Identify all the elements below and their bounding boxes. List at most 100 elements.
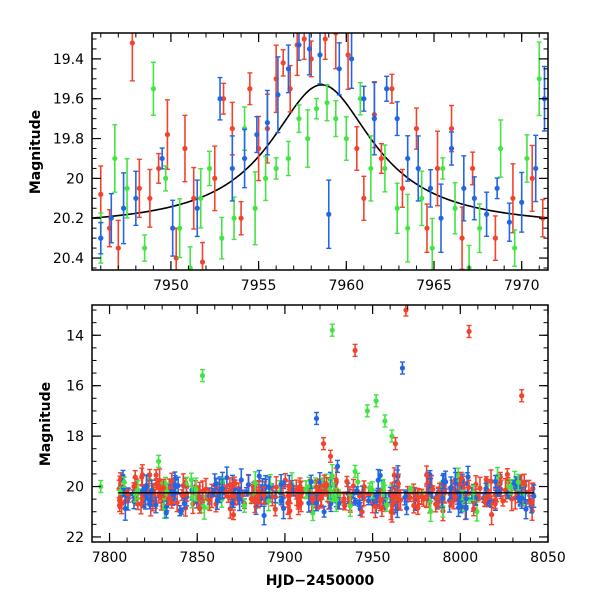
green-data-point	[112, 155, 118, 162]
red-data-point	[313, 484, 320, 490]
blue-data-point	[241, 155, 248, 162]
red-data-point	[424, 225, 430, 231]
green-data-point	[477, 225, 483, 231]
blue-data-point	[254, 131, 260, 138]
blue-data-point	[219, 486, 225, 492]
blue-data-point	[463, 496, 469, 502]
red-data-point	[156, 165, 162, 172]
blue-data-point	[461, 185, 467, 191]
green-data-point	[231, 215, 237, 221]
blue-outlier-point	[334, 463, 341, 469]
green-data-point	[382, 165, 388, 172]
blue-data-point	[519, 495, 525, 501]
x-tick-label: 7960	[328, 278, 364, 294]
green-data-point	[394, 205, 400, 211]
red-data-point	[502, 487, 509, 493]
blue-data-point	[415, 165, 421, 172]
y-tick-label: 19.4	[53, 52, 84, 68]
red-data-point	[156, 483, 163, 490]
red-data-point	[180, 483, 186, 489]
green-data-point	[524, 155, 530, 162]
bottom-axes: 7800 7850 7900 7950 8000 8050 14 16 18 20 22	[66, 305, 566, 566]
green-data-point	[536, 76, 542, 82]
red-data-point	[510, 195, 516, 201]
green-data-point	[241, 503, 248, 509]
red-data-point	[252, 498, 258, 504]
green-outlier-point	[329, 327, 335, 333]
green-outlier-point	[382, 418, 388, 424]
green-data-point	[508, 484, 514, 490]
blue-data-point	[149, 487, 155, 494]
blue-data-point	[237, 496, 243, 502]
green-data-point	[515, 479, 521, 485]
red-data-point	[481, 498, 488, 505]
red-data-point	[509, 496, 515, 502]
green-data-point	[343, 135, 349, 142]
green-outlier-point	[352, 468, 358, 475]
green-data-point	[188, 477, 194, 483]
green-data-point	[329, 473, 335, 479]
blue-data-point	[402, 494, 408, 501]
blue-data-point	[394, 116, 400, 122]
top-light-curve-panel: 7950 7955 7960 7965 7970 19.4 19.6 19.8 20 20.2 20…	[28, 32, 549, 294]
green-data-point	[384, 502, 390, 508]
blue-data-point	[375, 477, 381, 483]
blue-data-point	[523, 506, 529, 512]
red-data-point	[372, 503, 378, 510]
red-data-point	[238, 215, 244, 221]
blue-data-point	[452, 480, 459, 487]
x-tick-label: 7970	[504, 278, 540, 294]
green-data-point	[189, 494, 195, 500]
x-tick-label: 7900	[267, 550, 303, 566]
x-tick-label: 8050	[530, 550, 566, 566]
blue-data-point	[306, 46, 313, 52]
red-data-point	[117, 498, 123, 504]
red-data-point	[379, 505, 385, 511]
blue-data-point	[246, 482, 252, 488]
blue-data-point	[321, 509, 327, 515]
red-data-point	[230, 512, 237, 518]
green-outlier-point	[373, 398, 379, 404]
blue-data-point	[178, 508, 184, 514]
red-data-point	[272, 506, 278, 512]
red-data-point	[333, 477, 339, 483]
x-tick-label: 7950	[153, 278, 189, 294]
green-data-point	[135, 487, 141, 493]
blue-data-point	[354, 488, 360, 494]
y-tick-label: 20.4	[53, 251, 84, 267]
x-tick-label: 7955	[241, 278, 277, 294]
green-data-point	[177, 225, 183, 231]
blue-data-point	[236, 491, 242, 497]
red-data-point	[160, 485, 167, 491]
blue-data-point	[404, 505, 410, 511]
red-data-point	[191, 195, 197, 201]
y-tick-label: 18	[66, 429, 84, 445]
green-data-point	[419, 195, 425, 201]
red-data-point	[378, 155, 384, 162]
red-outlier-point	[519, 393, 525, 399]
red-data-point	[190, 501, 196, 507]
red-data-point	[261, 492, 267, 498]
blue-outlier-point	[399, 365, 406, 371]
blue-data-point	[458, 504, 464, 510]
red-data-point	[354, 145, 360, 152]
blue-data-point	[285, 66, 292, 72]
green-data-point	[347, 503, 353, 509]
blue-data-point	[326, 211, 332, 217]
blue-data-point	[306, 500, 312, 506]
blue-data-point	[384, 86, 390, 92]
red-data-point	[521, 480, 527, 487]
red-data-point	[129, 40, 135, 46]
green-outlier-point	[199, 372, 206, 379]
blue-data-point	[313, 500, 319, 506]
red-data-point	[458, 476, 464, 482]
red-data-point	[344, 478, 350, 485]
green-data-point	[452, 205, 458, 211]
red-data-point	[287, 492, 293, 498]
green-data-point	[498, 145, 504, 152]
green-data-point	[333, 116, 339, 122]
red-data-point	[179, 492, 185, 498]
green-data-point	[408, 486, 414, 493]
y-tick-label: 20	[66, 171, 84, 187]
top-plot-area	[92, 33, 548, 270]
